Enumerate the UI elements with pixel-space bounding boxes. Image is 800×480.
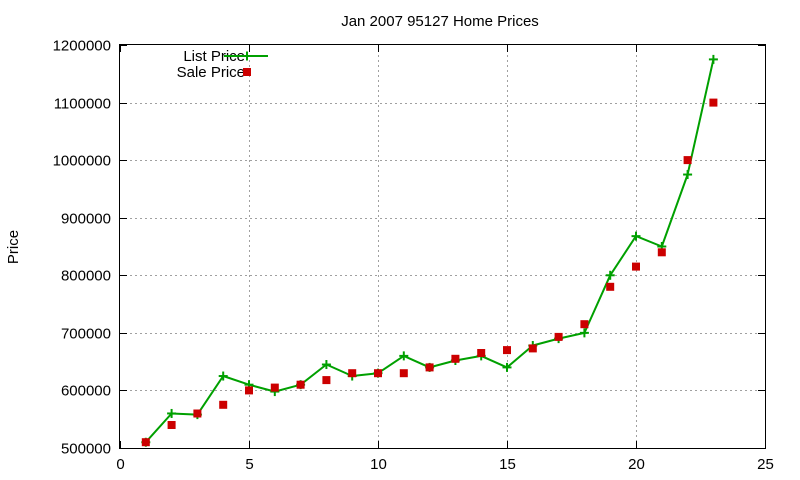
sale-price-point: [477, 349, 486, 357]
y-axis-label: Price: [5, 230, 22, 264]
y-tick-label: 900000: [61, 211, 111, 228]
x-tick-label: 15: [499, 456, 516, 473]
sale-price-point: [270, 383, 279, 392]
sale-price-point: [425, 363, 434, 372]
series-sale-price: [141, 98, 718, 447]
sale-price-point: [322, 376, 331, 385]
sale-price-point: [296, 380, 305, 389]
list-price-point: [399, 351, 409, 361]
x-tick-label: 5: [245, 456, 253, 473]
series-list-price: [141, 54, 718, 447]
sale-price-point: [451, 354, 460, 363]
chart-title: Jan 2007 95127 Home Prices: [341, 13, 539, 30]
axis-ticks: 500000 600000 700000 800000 900000 1000000 110…: [53, 38, 774, 474]
sale-price-point: [141, 438, 150, 447]
list-price-point: [579, 328, 589, 338]
y-tick-label: 700000: [61, 326, 111, 343]
sale-price-point: [348, 369, 357, 378]
list-price-point: [167, 408, 177, 418]
list-price-point: [502, 362, 512, 372]
list-price-point: [631, 231, 641, 241]
legend-marker-sale-price: [243, 68, 251, 76]
sale-price-point: [503, 346, 511, 355]
x-tick-label: 10: [370, 456, 387, 473]
grid-lines: [120, 45, 765, 448]
legend-marker-list-price: [242, 51, 252, 61]
y-tick-label: 1100000: [54, 96, 111, 113]
plot-frame: [119, 44, 766, 449]
sale-price-point: [606, 282, 615, 291]
legend-label-sale-price: Sale Price: [177, 64, 245, 81]
list-price-point: [708, 54, 718, 64]
sale-price-point: [657, 248, 666, 257]
y-tick-label: 1200000: [53, 38, 111, 55]
list-price-point: [218, 371, 228, 381]
x-tick-label: 0: [116, 456, 124, 473]
x-tick-label: 20: [628, 456, 645, 473]
y-tick-label: 800000: [61, 268, 111, 285]
list-price-point: [683, 170, 693, 180]
sale-price-point: [399, 369, 408, 378]
list-price-line: [145, 59, 715, 443]
sale-price-point: [580, 320, 589, 329]
y-tick-label: 1000000: [53, 153, 111, 170]
plot-series: [141, 54, 718, 447]
x-tick-label: 25: [757, 456, 774, 473]
list-price-point: [605, 270, 615, 280]
sale-price-point: [632, 262, 640, 271]
sale-price-point: [245, 386, 253, 395]
sale-price-point: [554, 332, 563, 341]
sale-price-point: [528, 344, 537, 353]
sale-price-point: [219, 400, 228, 409]
y-tick-label: 600000: [61, 383, 111, 400]
list-price-point: [321, 360, 331, 370]
sale-price-point: [709, 98, 718, 107]
sale-price-point: [374, 369, 382, 378]
sale-price-point: [193, 409, 202, 418]
sale-price-point: [683, 156, 692, 165]
legend-label-list-price: List Price: [183, 48, 245, 65]
y-tick-label: 500000: [61, 441, 111, 458]
sale-price-point: [167, 421, 176, 429]
